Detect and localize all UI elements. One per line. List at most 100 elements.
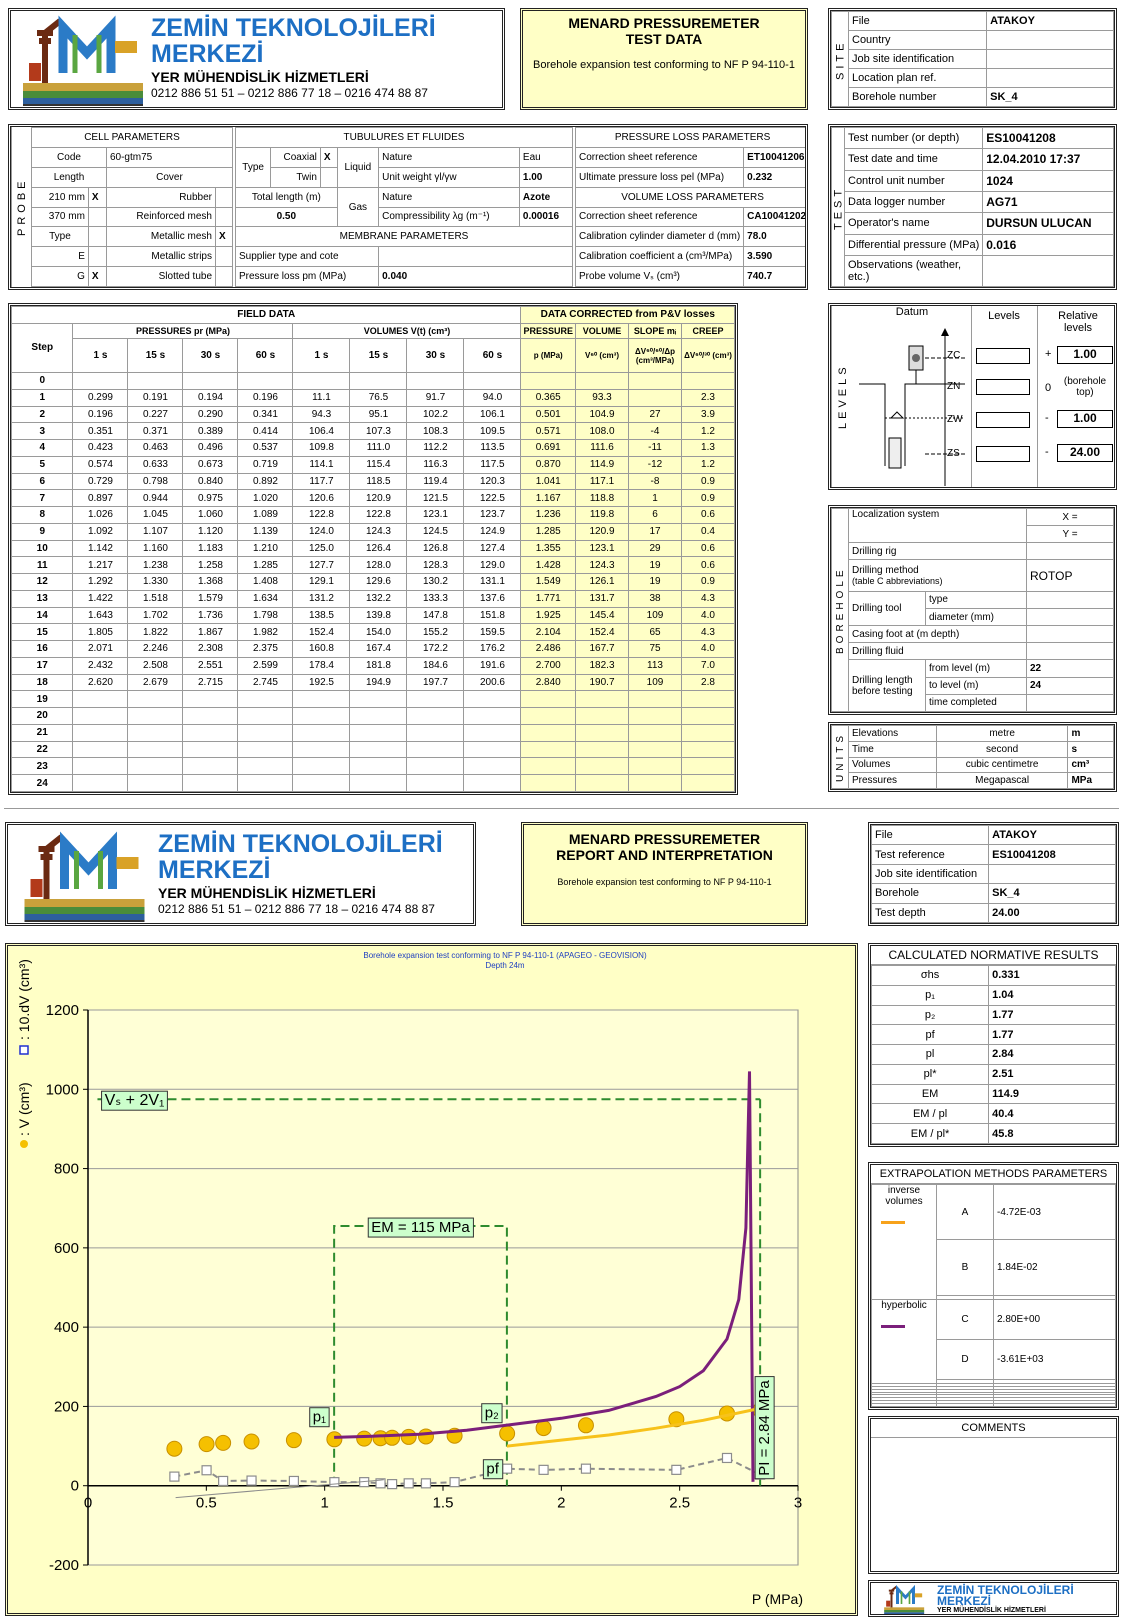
section-title: FIELD DATA [11,306,522,324]
row: 0.50 Compressibility λg (m⁻¹) 0.00016 [235,206,574,228]
data-cell: 1.142 [72,539,129,558]
row: time completed [832,693,1114,712]
data-cell: 2.246 [127,640,184,658]
data-cell [463,372,522,390]
value-cell: 1.04 [988,984,1116,1006]
cell-text: X [87,266,107,287]
label-cell: Elevations [848,725,937,742]
form-row: D -3.61E+03 [872,1339,1116,1381]
data-cell [406,690,465,709]
data-cell: 1.238 [127,556,184,575]
value-cell: ES10041208 [982,127,1114,150]
data-cell: 0.341 [237,405,294,424]
row: MEMBRANE PARAMETERS [235,226,573,248]
data-cell: 1.292 [72,573,129,591]
point [577,1417,594,1434]
data-cell: 109 [628,606,682,625]
label-cell: Borehole [871,883,990,904]
data-cell: 118.5 [349,472,408,491]
cell-text: X [87,186,107,208]
data-cell: 2.508 [127,656,184,675]
cell-text: E [31,246,89,268]
block [976,348,1030,364]
cell-text: Drilling rig [848,542,1027,561]
mini-logo: ZEMİN TEKNOLOJİLERİ MERKEZİ YER MÜHENDİS… [868,1580,1119,1617]
data-cell: 184.6 [406,656,465,675]
shape: CELL PARAMETERS Code 60-gtm75 Length Cover… [31,127,234,287]
step-cell: 2 [11,405,74,424]
step-cell: 6 [11,472,74,491]
data-cell: 0.6 [681,556,735,575]
data-cell [182,372,239,390]
cell [215,266,233,287]
text: COMMENTS [871,1419,1116,1438]
data-cell [628,757,682,776]
data-row: 13 1.422 1.518 1.579 1.634 131.2 132.2 133.3 137… [11,589,735,608]
text: 0 [1045,382,1052,394]
data-cell: 1.822 [127,623,184,642]
data-cell: 4.3 [681,589,735,608]
row: Total length (m) Gas Nature Azote [235,186,574,228]
block [976,446,1030,462]
text: Relative levels [1058,310,1098,334]
side-label: TEST [831,127,845,287]
data-cell: 131.1 [463,573,522,591]
point [215,1434,232,1451]
x-tick-label: 1 [320,1495,328,1512]
data-cell [237,723,294,742]
data-cell [292,723,351,742]
data-cell: 2.3 [681,388,735,407]
shape [859,383,965,466]
data-cell [292,774,351,792]
label-cell: σhs [871,965,990,986]
data-cell: 0.9 [681,472,735,491]
cell-text: Pressure loss pm (MPa) [234,266,380,287]
chart-title: Borehole expansion test conforming to NF… [363,951,647,960]
point [400,1428,417,1445]
value-cell: 1.77 [988,1004,1116,1026]
text: CALCULATED NORMATIVE RESULTS [871,946,1116,965]
data-cell: 6 [628,506,682,524]
row: Drilling length before testing from level… [832,659,1114,712]
data-cell: 2.679 [127,673,184,692]
data-cell [575,707,629,725]
data-cell: 120.9 [349,489,408,508]
form-row: TEST Test number (or depth) ES10041208 [831,127,1114,287]
data-cell: 0.463 [127,439,184,457]
data-cell [406,707,465,725]
cell-text: Code [31,146,107,168]
row: Probe volume Vₛ (cm³) 740.7 [574,266,805,287]
data-cell: 1.549 [520,573,576,591]
data-cell: 191.6 [463,656,522,675]
value-cell: ATAKOY [988,825,1116,846]
data-cell: 139.8 [349,606,408,625]
data-cell: 0.501 [520,405,576,424]
p1-label-box [309,1407,330,1428]
step-cell: 17 [11,656,74,675]
form-row: pl* 2.51 [871,1063,1116,1085]
time-head: 15 s [127,338,184,374]
row: Length Cover [31,166,234,188]
data-cell [127,690,184,709]
units-panel: UNITS Elevations metre m Time second s Volumes c… [828,722,1117,792]
data-cell: 2.745 [237,673,294,692]
shape [900,1591,911,1604]
field-data-panel: FIELD DATA DATA CORRECTED from P&V losses… [8,303,738,795]
text: 1.00 [1057,346,1113,364]
data-cell: 1.798 [237,606,294,625]
cell-text: Type [31,226,89,248]
text: 0212 886 51 51 – 0212 886 77 18 – 0216 4… [158,902,435,916]
title-panel: MENARD PRESSUREMETER REPORT AND INTERPRE… [521,822,808,926]
text: ZN [947,381,961,392]
cell-text: 210 mm [31,186,89,208]
value-cell: SK_4 [986,87,1114,107]
value-cell: 40.4 [988,1103,1116,1125]
text: YER MÜHENDİSLİK HİZMETLERİ [937,1607,1046,1614]
data-row: 24 [11,774,735,792]
value-cell: 2.51 [988,1063,1116,1085]
form-row: B 1.84E-02 [872,1239,1116,1296]
shape [914,1593,923,1598]
data-cell [349,690,408,709]
logo [23,15,143,106]
data-cell: 1.026 [72,506,129,524]
